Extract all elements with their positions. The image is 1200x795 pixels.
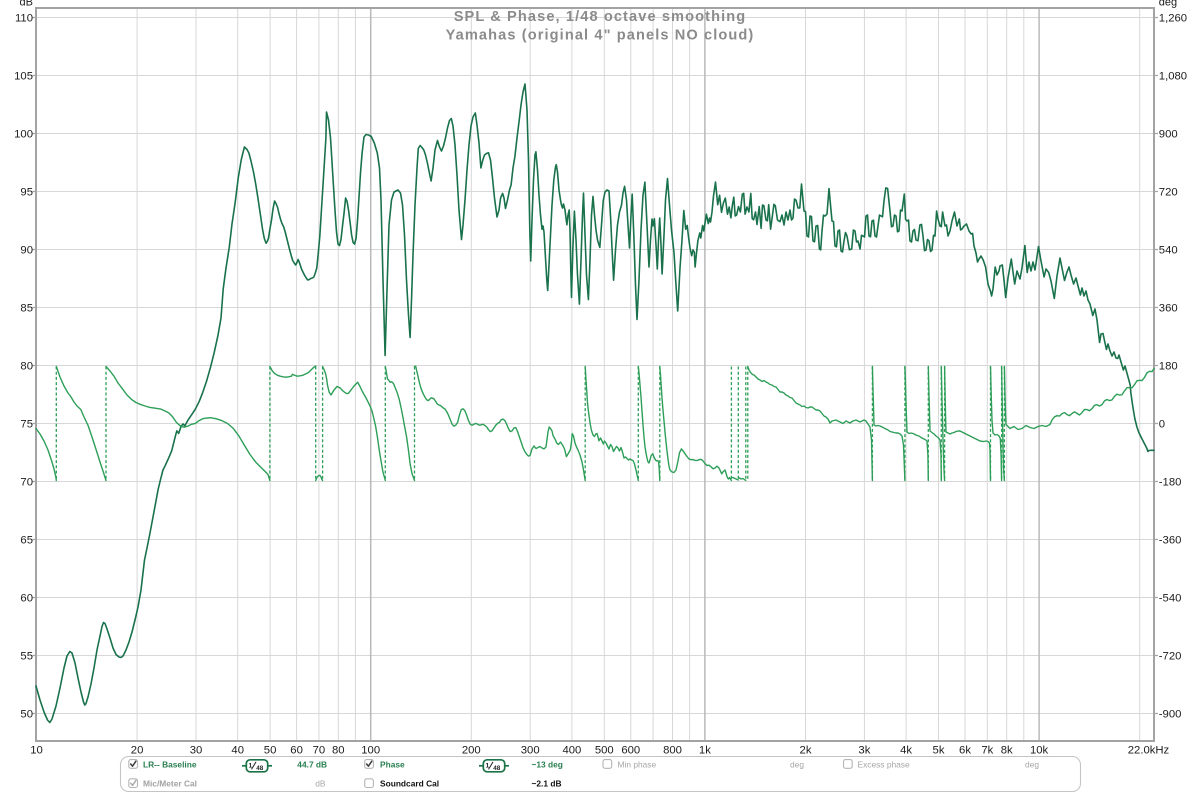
svg-text:dB: dB [20,0,33,9]
svg-text:55: 55 [20,651,33,663]
svg-text:Soundcard Cal: Soundcard Cal [380,779,439,789]
svg-text:Min phase: Min phase [618,759,657,769]
svg-text:5k: 5k [933,745,945,757]
svg-text:50: 50 [20,709,33,721]
svg-text:720: 720 [1159,187,1178,199]
svg-text:105: 105 [14,71,33,83]
svg-text:-720: -720 [1159,651,1182,663]
svg-text:40: 40 [231,745,244,757]
svg-text:70: 70 [313,745,326,757]
svg-text:LR-- Baseline: LR-- Baseline [143,759,197,769]
svg-text:7k: 7k [981,745,993,757]
svg-text:−2.1 dB: −2.1 dB [532,779,562,789]
svg-text:48: 48 [493,765,501,772]
svg-text:1: 1 [249,763,253,770]
svg-text:3k: 3k [858,745,870,757]
svg-text:0: 0 [1159,419,1165,431]
svg-text:deg: deg [1025,759,1039,769]
svg-text:200: 200 [462,745,481,757]
svg-text:800: 800 [663,745,682,757]
svg-text:60: 60 [20,593,33,605]
svg-text:deg: deg [790,759,804,769]
svg-text:-900: -900 [1159,709,1182,721]
svg-text:300: 300 [521,745,540,757]
svg-text:100: 100 [14,129,33,141]
svg-text:60: 60 [290,745,303,757]
svg-text:6k: 6k [959,745,971,757]
svg-text:10: 10 [30,745,43,757]
svg-text:80: 80 [20,361,33,373]
svg-text:90: 90 [20,245,33,257]
svg-text:500: 500 [595,745,614,757]
svg-text:100: 100 [361,745,380,757]
svg-text:8k: 8k [1001,745,1013,757]
svg-text:50: 50 [264,745,277,757]
svg-text:44.7 dB: 44.7 dB [297,759,327,769]
svg-text:900: 900 [1159,129,1178,141]
svg-text:1: 1 [486,763,490,770]
svg-text:22.0kHz: 22.0kHz [1128,745,1170,757]
svg-text:4k: 4k [900,745,912,757]
svg-text:75: 75 [20,419,33,431]
svg-text:2k: 2k [800,745,812,757]
svg-text:30: 30 [190,745,203,757]
svg-text:Excess phase: Excess phase [858,759,910,769]
svg-text:600: 600 [621,745,640,757]
svg-text:540: 540 [1159,245,1178,257]
svg-text:180: 180 [1159,361,1178,373]
svg-text:70: 70 [20,477,33,489]
svg-text:dB: dB [315,779,326,789]
svg-text:Yamahas (original 4" panels NO: Yamahas (original 4" panels NO cloud) [446,28,755,44]
svg-text:1k: 1k [699,745,711,757]
svg-text:1,260: 1,260 [1159,13,1187,25]
svg-text:80: 80 [332,745,345,757]
svg-text:20: 20 [131,745,144,757]
svg-text:65: 65 [20,535,33,547]
svg-text:Mic/Meter Cal: Mic/Meter Cal [143,779,197,789]
svg-text:360: 360 [1159,303,1178,315]
svg-text:−13 deg: −13 deg [532,759,563,769]
svg-text:48: 48 [256,765,264,772]
svg-text:SPL & Phase, 1/48 octave smoot: SPL & Phase, 1/48 octave smoothing [454,9,747,25]
svg-text:1,080: 1,080 [1159,71,1187,83]
svg-text:-180: -180 [1159,477,1182,489]
svg-text:-360: -360 [1159,535,1182,547]
svg-text:deg: deg [1159,0,1177,9]
svg-text:85: 85 [20,303,33,315]
svg-text:-540: -540 [1159,593,1182,605]
svg-text:10k: 10k [1030,745,1049,757]
svg-text:400: 400 [562,745,581,757]
svg-text:Phase: Phase [380,759,405,769]
svg-text:110: 110 [15,13,33,25]
svg-text:95: 95 [20,187,33,199]
